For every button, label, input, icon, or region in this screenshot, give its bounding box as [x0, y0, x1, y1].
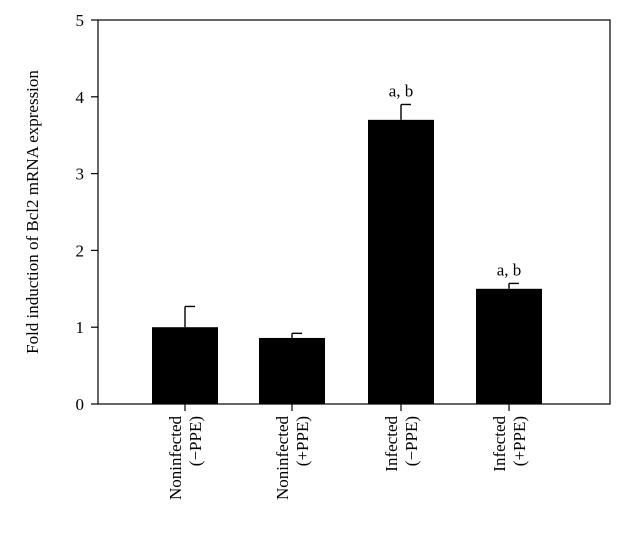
category-label-line1: Noninfected — [273, 416, 292, 501]
category-label-line2: (−PPE) — [186, 416, 205, 466]
category-label-line1: Infected — [382, 416, 401, 472]
category-label: Infected (−PPE) — [382, 416, 421, 472]
bar — [476, 288, 542, 404]
y-axis-title: Fold induction of Bcl2 mRNA expression — [23, 70, 42, 354]
bar — [152, 327, 218, 404]
category-label-line2: (+PPE) — [293, 416, 312, 466]
plot-frame — [97, 19, 611, 405]
bar — [368, 119, 434, 404]
bars — [152, 119, 542, 404]
category-label: Infected (+PPE) — [490, 416, 529, 472]
significance-annotation: a, b — [497, 260, 522, 279]
category-label: Noninfected (−PPE) — [166, 416, 205, 501]
category-label-line2: (−PPE) — [402, 416, 421, 466]
error-bars — [184, 103, 519, 338]
category-label-line2: (+PPE) — [510, 416, 529, 466]
y-tick-label: 1 — [76, 318, 85, 337]
y-tick-label: 4 — [76, 88, 85, 107]
x-axis — [184, 404, 510, 411]
y-tick-label: 3 — [76, 165, 85, 184]
category-label: Noninfected (+PPE) — [273, 416, 312, 501]
y-axis: 0 1 2 3 4 5 — [76, 11, 98, 414]
category-labels: Noninfected (−PPE) Noninfected (+PPE) Infect… — [166, 416, 529, 501]
significance-annotation: a, b — [389, 81, 414, 100]
y-tick-label: 2 — [76, 241, 85, 260]
category-label-line1: Infected — [490, 416, 509, 472]
y-tick-label: 5 — [76, 11, 85, 30]
bar — [259, 337, 325, 404]
annotations: a, b a, b — [389, 81, 522, 279]
category-label-line1: Noninfected — [166, 416, 185, 501]
y-tick-label: 0 — [76, 395, 85, 414]
